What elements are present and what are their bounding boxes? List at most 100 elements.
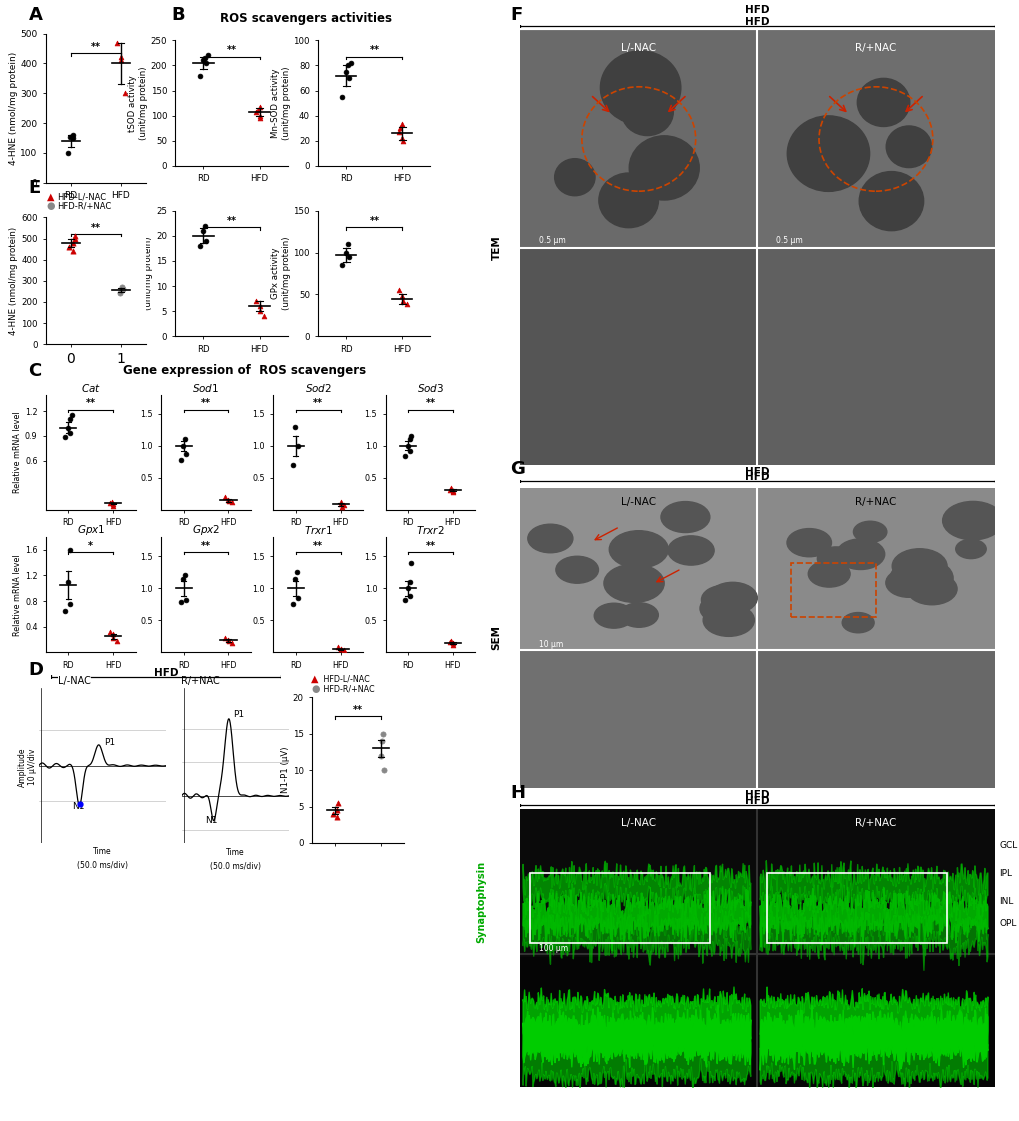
Text: HFD: HFD	[744, 17, 768, 27]
Circle shape	[702, 604, 754, 637]
Bar	[757, 248, 994, 465]
Point	[335, 641, 352, 659]
Text: **: **	[201, 540, 211, 550]
Point	[374, 724, 390, 742]
Circle shape	[836, 539, 883, 569]
Point	[60, 573, 76, 591]
Circle shape	[787, 529, 830, 557]
Point	[198, 54, 214, 72]
Point	[376, 761, 392, 779]
Point	[223, 633, 239, 651]
Circle shape	[555, 556, 598, 583]
Point	[248, 103, 264, 121]
Text: ●: ●	[47, 201, 55, 211]
Bar	[757, 30, 994, 248]
Point	[66, 230, 83, 248]
Text: P1: P1	[104, 738, 115, 747]
Point	[390, 281, 407, 299]
Bar	[520, 30, 756, 248]
Circle shape	[660, 501, 709, 532]
Y-axis label: CAT activity
(unit/mg protein): CAT activity (unit/mg protein)	[133, 237, 153, 311]
Text: G: G	[510, 461, 525, 479]
Point	[192, 237, 208, 254]
Point	[217, 489, 233, 507]
Point	[399, 580, 416, 597]
Point	[289, 563, 306, 581]
Point	[334, 87, 351, 105]
Point	[394, 293, 411, 311]
Text: HFD: HFD	[744, 467, 769, 478]
Point	[177, 445, 194, 463]
Point	[284, 595, 301, 613]
Point	[442, 632, 459, 650]
Circle shape	[598, 173, 658, 228]
Point	[220, 492, 236, 510]
Point	[339, 235, 356, 253]
Y-axis label: tSOD activity
(unit/mg protein): tSOD activity (unit/mg protein)	[128, 66, 148, 140]
Text: **: **	[353, 705, 363, 715]
Text: GCL: GCL	[999, 841, 1017, 850]
Text: E: E	[29, 179, 41, 197]
Point	[172, 593, 189, 611]
Point	[252, 109, 268, 127]
Point	[197, 216, 213, 234]
Point	[64, 126, 81, 143]
Point	[108, 632, 124, 650]
Point	[398, 296, 415, 314]
Point	[334, 257, 351, 275]
Point	[330, 794, 346, 812]
Circle shape	[853, 521, 886, 543]
Text: Amplitude
10 μV/div: Amplitude 10 μV/div	[17, 747, 38, 787]
Circle shape	[620, 603, 657, 628]
Point	[401, 573, 418, 591]
Point	[217, 629, 233, 647]
Point	[60, 238, 76, 256]
Text: B: B	[171, 7, 184, 25]
Point	[65, 129, 82, 147]
Text: **: **	[425, 398, 435, 408]
Point	[337, 243, 354, 261]
Text: (50.0 ms/div): (50.0 ms/div)	[210, 862, 261, 871]
Text: **: **	[86, 398, 96, 408]
Point	[332, 494, 348, 512]
Circle shape	[621, 89, 673, 136]
Text: N1: N1	[205, 816, 217, 825]
Point	[444, 636, 461, 654]
Circle shape	[884, 568, 930, 597]
Text: R/+NAC: R/+NAC	[180, 676, 219, 686]
Point	[192, 66, 208, 84]
Text: R/+NAC: R/+NAC	[854, 44, 896, 54]
Text: HFD: HFD	[744, 796, 768, 806]
Point	[403, 554, 419, 572]
Text: Synaptophysin: Synaptophysin	[476, 861, 486, 944]
Circle shape	[594, 603, 633, 628]
Point	[195, 52, 211, 70]
Y-axis label: Relative mRNA level: Relative mRNA level	[13, 554, 22, 636]
Point	[325, 805, 341, 823]
Bar	[520, 488, 756, 650]
Point	[198, 232, 214, 250]
Point	[115, 280, 131, 298]
Point	[256, 307, 272, 325]
Y-axis label: N1-P1 (μV): N1-P1 (μV)	[280, 747, 289, 794]
Point	[342, 54, 359, 72]
Point	[337, 63, 354, 81]
Point	[396, 446, 413, 464]
Bar	[520, 248, 756, 465]
Point	[252, 106, 268, 124]
Point	[442, 479, 459, 497]
Text: ▲: ▲	[47, 192, 54, 202]
Y-axis label: Relative mRNA level: Relative mRNA level	[13, 411, 22, 493]
Y-axis label: 4-HNE (nmol/mg protein): 4-HNE (nmol/mg protein)	[8, 52, 17, 165]
Point	[65, 242, 82, 260]
Point	[62, 410, 78, 428]
Point	[332, 640, 348, 658]
Point	[116, 84, 132, 102]
Circle shape	[955, 539, 985, 558]
Text: HFD-L/-NAC: HFD-L/-NAC	[321, 675, 370, 684]
Circle shape	[816, 547, 854, 571]
Point	[287, 569, 304, 587]
Text: HFD-R/+NAC: HFD-R/+NAC	[321, 685, 375, 694]
Point	[391, 119, 408, 137]
Point	[62, 595, 78, 613]
